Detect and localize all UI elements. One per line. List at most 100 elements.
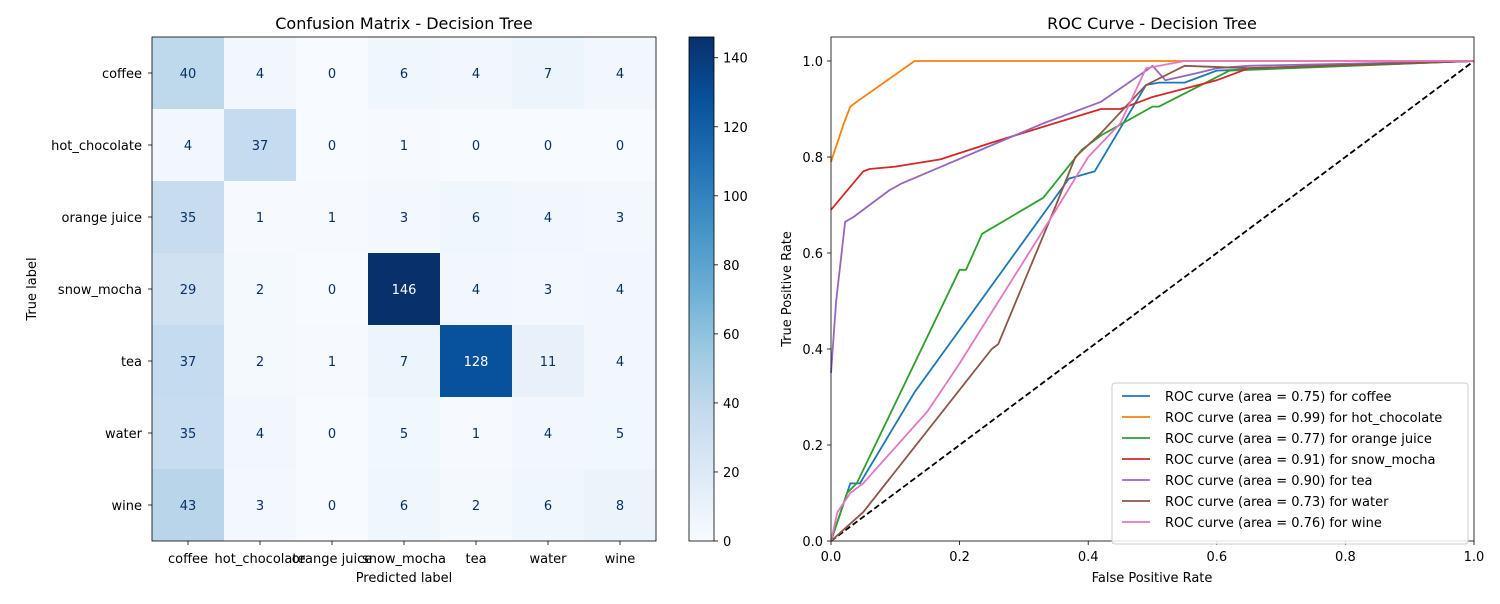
roc-xtick-label: 0.0 xyxy=(821,550,842,565)
cm-cell-label: 7 xyxy=(400,355,408,370)
cm-cell xyxy=(512,109,584,181)
cm-cell xyxy=(368,397,440,469)
cm-cell xyxy=(584,469,656,541)
roc-series-line xyxy=(830,60,1475,542)
cm-cell xyxy=(296,325,368,397)
cm-cell xyxy=(368,109,440,181)
cm-cell xyxy=(152,397,224,469)
cm-cell-label: 4 xyxy=(256,427,264,442)
cm-cell-label: 3 xyxy=(616,211,624,226)
roc-series-line xyxy=(830,60,1475,542)
roc-ytick-label: 0.0 xyxy=(802,535,823,550)
cm-xtick-label: hot_chocolate xyxy=(215,552,306,567)
cm-cell-label: 2 xyxy=(256,355,264,370)
cm-cell xyxy=(440,253,512,325)
cm-ytick-label: hot_chocolate xyxy=(51,139,142,154)
roc-xtick-label: 0.2 xyxy=(949,550,970,565)
cm-cell xyxy=(296,397,368,469)
cm-cell xyxy=(368,37,440,109)
cm-cell-label: 0 xyxy=(472,139,480,154)
roc-series-line xyxy=(830,60,1475,374)
cm-cell-label: 37 xyxy=(252,139,269,154)
cm-cell-label: 40 xyxy=(180,67,197,82)
cm-ytick-label: wine xyxy=(112,499,142,514)
cm-cell xyxy=(440,469,512,541)
roc-ticks: 0.0 0.2 0.4 0.6 0.8 1.0 0.0 0.2 0.4 0.6 0.8 1.0 xyxy=(802,55,1484,565)
roc-legend: ROC curve (area = 0.75) for coffee ROC cu… xyxy=(1111,382,1469,545)
cm-cell-label: 4 xyxy=(616,355,624,370)
cm-cell xyxy=(152,181,224,253)
cm-cell-label: 1 xyxy=(256,211,264,226)
roc-legend-box xyxy=(1111,382,1469,545)
confusion-matrix-panel: Confusion Matrix - Decision Tree 40 4 0 6 4 7… xyxy=(25,14,657,586)
cm-cell xyxy=(152,109,224,181)
colorbar-tick-label: 80 xyxy=(723,259,740,274)
cm-cell-label: 4 xyxy=(544,211,552,226)
cm-cell-label: 8 xyxy=(616,499,624,514)
roc-lines xyxy=(830,60,1475,542)
roc-title: ROC Curve - Decision Tree xyxy=(1047,14,1257,33)
roc-ytick-label: 0.8 xyxy=(802,151,823,166)
cm-cell xyxy=(584,325,656,397)
cm-cell-label: 3 xyxy=(544,283,552,298)
roc-legend-label: ROC curve (area = 0.99) for hot_chocolat… xyxy=(1165,411,1442,426)
cm-cell xyxy=(512,253,584,325)
cm-ytick-label: coffee xyxy=(102,67,142,82)
cm-cell-label: 11 xyxy=(540,355,557,370)
cm-cell xyxy=(224,37,296,109)
colorbar-tick-label: 0 xyxy=(723,535,731,550)
roc-series-line xyxy=(830,60,1474,163)
cm-cell xyxy=(152,469,224,541)
roc-legend-label: ROC curve (area = 0.91) for snow_mocha xyxy=(1165,453,1435,468)
cm-cells: 40 4 0 6 4 7 44 37 0 1 0 0 035 1 1 3 6 4 329 2 0 146 4 3 437 2 1 7 1… xyxy=(152,37,656,541)
cm-cell xyxy=(512,181,584,253)
cm-cell-label: 1 xyxy=(328,211,336,226)
cm-cell xyxy=(368,325,440,397)
roc-legend-label: ROC curve (area = 0.76) for wine xyxy=(1165,516,1382,531)
cm-ytick-label: snow_mocha xyxy=(58,283,142,298)
cm-frame xyxy=(151,36,657,542)
cm-cell xyxy=(440,397,512,469)
cm-xtick-label: snow_mocha xyxy=(362,552,446,567)
roc-ytick-label: 0.6 xyxy=(802,247,823,262)
cm-cell xyxy=(368,181,440,253)
cm-cell xyxy=(296,253,368,325)
cm-cell xyxy=(584,397,656,469)
cm-cell-label: 4 xyxy=(256,67,264,82)
cm-xtick-label: water xyxy=(529,552,567,567)
cm-cell xyxy=(512,397,584,469)
roc-xtick-label: 0.4 xyxy=(1078,550,1099,565)
roc-ytick-label: 0.4 xyxy=(802,343,823,358)
cm-cell xyxy=(152,253,224,325)
cm-cell-label: 0 xyxy=(616,139,624,154)
roc-ytick-label: 0.2 xyxy=(802,439,823,454)
cm-cell xyxy=(224,469,296,541)
colorbar-tick-label: 20 xyxy=(723,466,740,481)
cm-cell-label: 29 xyxy=(180,283,197,298)
cm-cell xyxy=(584,181,656,253)
cm-cell xyxy=(440,109,512,181)
cm-ytick-label: orange juice xyxy=(62,211,143,226)
roc-panel: ROC Curve - Decision Tree 0.0 0.2 0.4 0.6 0.… xyxy=(780,14,1484,586)
roc-legend-label: ROC curve (area = 0.90) for tea xyxy=(1165,474,1372,489)
cm-cell xyxy=(512,325,584,397)
cm-ytick-label: tea xyxy=(121,355,142,370)
cm-cell-label: 5 xyxy=(616,427,624,442)
cm-xlabel: Predicted label xyxy=(356,571,453,586)
cm-cell-label: 0 xyxy=(328,67,336,82)
roc-xtick-label: 0.8 xyxy=(1335,550,1356,565)
cm-cell-label: 35 xyxy=(180,211,197,226)
cm-xtick-label: wine xyxy=(605,552,635,567)
roc-reference-line xyxy=(830,60,1475,542)
cm-cell-label: 4 xyxy=(184,139,192,154)
cm-cell xyxy=(584,109,656,181)
cm-xtick-label: coffee xyxy=(168,552,208,567)
roc-legend-label: ROC curve (area = 0.77) for orange juice xyxy=(1165,432,1432,447)
roc-legend-label: ROC curve (area = 0.75) for coffee xyxy=(1165,390,1391,405)
cm-cell xyxy=(224,397,296,469)
cm-ylabel: True label xyxy=(25,257,40,321)
roc-ylabel: True Positive Rate xyxy=(780,231,795,348)
colorbar: 0 20 40 60 80 100 120 140 xyxy=(688,36,748,550)
cm-cell-label: 0 xyxy=(328,283,336,298)
